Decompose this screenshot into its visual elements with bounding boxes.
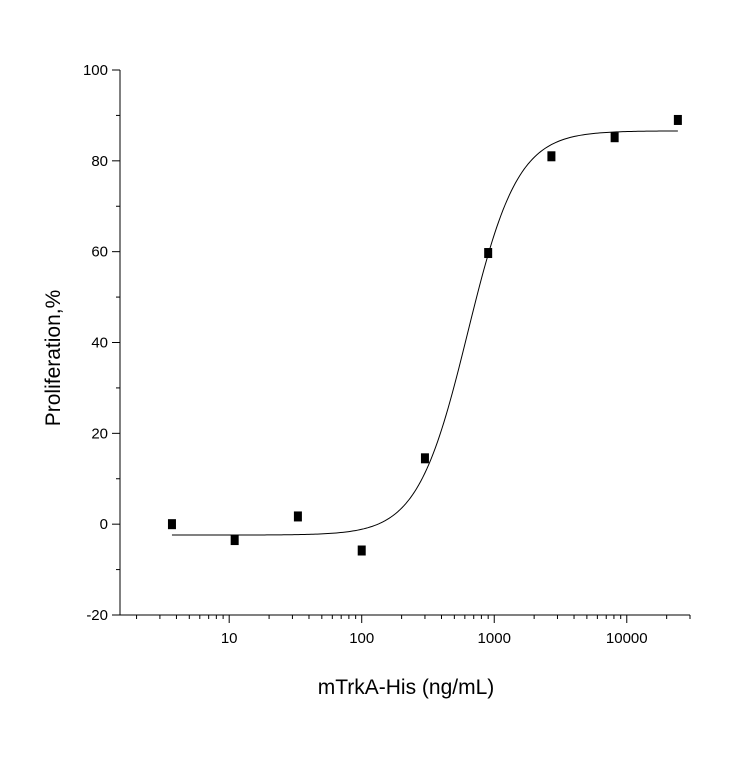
x-axis-ticks: 10 100 1000 10000 (136, 615, 691, 647)
data-point (547, 151, 556, 162)
y-axis-ticks: -20 0 20 40 60 80 100 (83, 62, 120, 624)
data-point (167, 519, 176, 530)
x-axis-title: mTrkA-His (ng/mL) (318, 676, 495, 699)
data-points-layer (167, 114, 682, 556)
axes-frame (119, 70, 690, 616)
data-point (230, 535, 239, 546)
x-tick-label: 10 (221, 630, 238, 647)
y-tick-label: 60 (91, 244, 108, 261)
data-point (610, 132, 619, 143)
y-tick-label: 40 (91, 335, 108, 352)
fit-curve (171, 130, 678, 536)
data-point (484, 248, 493, 259)
data-point (293, 511, 302, 522)
y-tick-label: 0 (100, 516, 108, 533)
y-axis-title: Proliferation,% (42, 290, 65, 427)
x-tick-label: 10000 (606, 630, 648, 647)
y-tick-label: 80 (91, 153, 108, 170)
data-point (420, 453, 429, 464)
data-point (357, 545, 366, 556)
y-tick-label: 20 (91, 425, 108, 442)
x-tick-label: 100 (349, 630, 374, 647)
x-tick-label: 1000 (478, 630, 511, 647)
fit-curve-layer (171, 130, 678, 536)
y-tick-label: -20 (86, 607, 108, 624)
y-tick-label: 100 (83, 62, 108, 79)
data-point (673, 114, 682, 125)
